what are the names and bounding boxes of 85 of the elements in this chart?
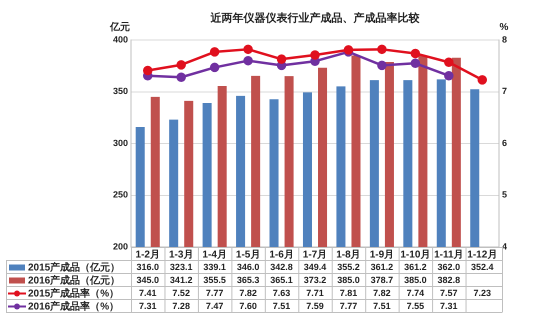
data-label: 361.2 [404,262,427,272]
data-label: 346.0 [236,262,260,272]
data-label: 339.1 [203,262,226,272]
point [377,44,387,54]
y2-tick-label: 6 [502,138,508,148]
data-label: 362.0 [438,262,460,272]
data-label: 7.51 [373,300,391,311]
data-label: 323.1 [170,262,192,272]
legend-label: 2016产成品率（%） [28,300,120,312]
x-tick-label: 1-6月 [269,249,294,260]
point [210,47,220,57]
x-tick-label: 1-7月 [302,249,328,260]
data-label: 316.0 [136,262,160,272]
data-label: 365.3 [236,274,260,285]
data-label: 7.57 [440,288,458,298]
point [478,75,488,85]
point [410,58,420,68]
data-label: 7.31 [138,300,157,311]
x-tick-label: 1-3月 [168,249,194,260]
point [243,56,253,66]
data-label: 7.52 [172,288,190,298]
data-label: 7.71 [306,288,324,298]
data-label: 342.8 [270,262,293,272]
data-label: 7.41 [138,288,157,298]
data-label: 7.81 [340,288,358,298]
y-tick-label: 350 [112,86,128,96]
data-label: 7.77 [340,300,358,311]
data-label: 378.7 [370,274,394,285]
data-label: 7.47 [206,300,224,311]
data-label: 7.31 [440,300,458,311]
point [444,70,454,80]
y2-tick-label: 5 [502,190,508,200]
x-tick-label: 1-4月 [202,249,227,260]
point [377,60,387,70]
point [142,66,152,76]
y-axis-title: 亿元 [109,20,130,33]
legend-label: 2016产成品（亿元） [28,274,120,286]
data-label: 7.59 [306,300,324,311]
data-label: 373.2 [304,274,326,285]
x-tick-label: 1-10月 [400,249,430,260]
x-tick-label: 1-11月 [434,249,464,260]
y-tick-label: 300 [112,138,128,148]
data-label: 355.2 [337,262,360,272]
data-label: 365.1 [270,274,293,285]
y-tick-label: 200 [112,241,128,252]
y-tick-label: 400 [112,34,128,44]
point [410,48,420,58]
x-tick-label: 1-8月 [336,249,361,260]
data-label: 385.0 [337,274,360,285]
data-label: 7.82 [239,288,257,298]
y-tick-label: 250 [112,190,128,200]
y2-tick-label: 8 [502,34,508,44]
data-label: 7.77 [206,288,224,298]
x-tick-label: 1-12月 [467,249,498,260]
data-label: 7.55 [406,300,424,311]
point [444,58,454,68]
data-label: 355.5 [203,274,226,285]
data-label: 7.28 [172,300,190,311]
point [176,72,186,82]
y2-tick-label: 7 [502,86,508,96]
data-label: 7.23 [474,288,492,298]
data-label: 349.4 [304,262,326,272]
data-label: 7.63 [272,288,290,298]
chart-title: 近两年仪器仪表行业产成品、产成品率比较 [210,11,421,24]
x-tick-label: 1-9月 [370,249,394,260]
point [243,44,253,54]
data-label: 382.8 [438,274,460,285]
data-label: 345.0 [136,274,160,285]
data-label: 385.0 [404,274,427,285]
x-tick-label: 1-5月 [236,249,260,260]
point [210,62,220,72]
point [310,50,320,60]
data-label: 7.51 [272,300,290,311]
legend-label: 2015产成品率（%） [28,287,120,300]
data-label: 7.82 [373,288,391,298]
x-tick-label: 1-2月 [136,249,160,260]
data-label: 341.2 [170,274,192,285]
data-label: 361.2 [370,262,394,272]
data-label: 352.4 [471,262,494,272]
point [276,54,286,64]
point [176,60,186,70]
data-label: 7.74 [406,288,424,298]
data-label: 7.60 [239,300,257,311]
legend-label: 2015产成品（亿元） [28,261,120,274]
y2-axis-title: % [500,22,509,33]
